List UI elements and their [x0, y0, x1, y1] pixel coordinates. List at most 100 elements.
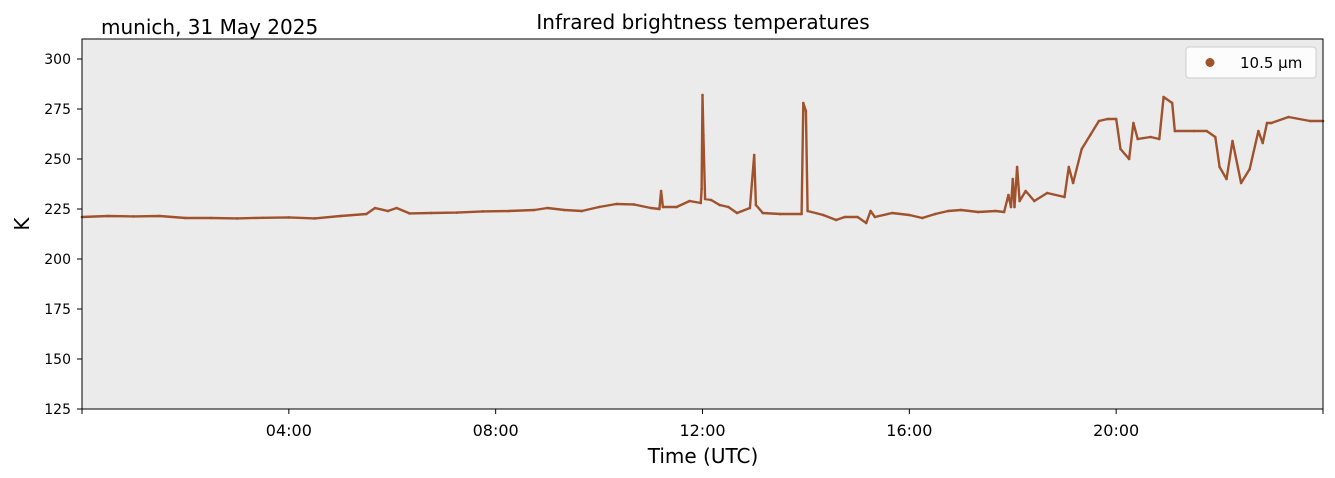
- y-tick-label: 150: [44, 352, 71, 368]
- x-tick-label: 08:00: [473, 421, 519, 440]
- data-point: [761, 211, 765, 215]
- data-point: [699, 201, 703, 205]
- data-point: [933, 212, 937, 216]
- data-point: [688, 199, 691, 203]
- data-point: [821, 213, 825, 217]
- data-point: [481, 210, 485, 213]
- data-point: [1033, 199, 1036, 203]
- y-tick-label: 275: [44, 102, 71, 118]
- data-point: [1063, 195, 1066, 199]
- data-point: [702, 133, 705, 137]
- x-tick-label: 04:00: [266, 421, 312, 440]
- data-point: [1287, 115, 1290, 119]
- data-point: [703, 197, 707, 201]
- data-point: [235, 217, 239, 220]
- data-point: [455, 211, 459, 214]
- data-point: [754, 203, 758, 207]
- data-point: [1002, 210, 1006, 214]
- data-point: [748, 206, 752, 210]
- data-point: [946, 209, 950, 213]
- data-point: [365, 212, 368, 216]
- data-point: [800, 212, 803, 216]
- data-point: [184, 216, 187, 220]
- data-point: [1173, 129, 1177, 133]
- data-point: [1214, 135, 1217, 139]
- data-point: [597, 205, 601, 209]
- data-point: [834, 218, 838, 222]
- data-point: [395, 206, 398, 210]
- data-point: [1239, 181, 1243, 185]
- data-point: [1009, 205, 1013, 209]
- data-point: [1007, 193, 1010, 197]
- y-tick-label: 200: [44, 252, 71, 268]
- series-10-5um: [80, 93, 1325, 225]
- axes: 125 150 175 200 225 250 275 300 04:00 08:00 12:00 1…: [44, 52, 1324, 440]
- data-point: [1013, 205, 1016, 209]
- data-point: [661, 205, 665, 209]
- data-point: [615, 202, 618, 206]
- legend-box: [1185, 46, 1317, 79]
- data-point: [735, 211, 739, 215]
- data-point: [977, 210, 980, 214]
- x-tick-label: 16:00: [886, 421, 932, 440]
- data-point: [1261, 141, 1264, 145]
- data-point: [1162, 95, 1165, 99]
- series-line: [81, 93, 1323, 225]
- data-point: [1158, 137, 1161, 141]
- data-point: [1231, 139, 1234, 143]
- plot-frame: [81, 38, 1324, 410]
- data-point: [1205, 129, 1208, 133]
- data-point: [700, 187, 703, 191]
- data-point: [908, 213, 911, 217]
- legend: 10.5 µm: [1185, 46, 1317, 79]
- data-point: [408, 212, 411, 215]
- data-point: [1136, 137, 1139, 141]
- data-point: [339, 214, 342, 218]
- data-point: [1149, 135, 1152, 139]
- data-point: [778, 212, 782, 216]
- data-point: [890, 211, 894, 215]
- data-point: [1127, 157, 1131, 161]
- data-point: [580, 209, 584, 213]
- data-point: [210, 216, 213, 220]
- data-point: [106, 214, 110, 218]
- data-point: [1257, 129, 1260, 133]
- x-axis-label: Time (UTC): [647, 444, 759, 468]
- data-point: [1192, 129, 1195, 133]
- data-point: [1308, 119, 1312, 123]
- data-point: [1011, 177, 1015, 181]
- data-point: [1018, 199, 1021, 203]
- y-tick-label: 250: [44, 152, 71, 168]
- data-point: [261, 216, 265, 220]
- data-point: [386, 209, 390, 213]
- data-point: [806, 209, 809, 213]
- data-point: [1225, 177, 1228, 181]
- data-point: [313, 217, 317, 220]
- chart-title: Infrared brightness temperatures: [536, 10, 869, 34]
- data-point: [1106, 117, 1109, 121]
- data-point: [659, 189, 663, 193]
- data-point: [802, 101, 805, 105]
- data-point: [1045, 191, 1049, 195]
- legend-marker-icon: [1205, 58, 1215, 67]
- data-point: [507, 209, 510, 213]
- data-point: [921, 216, 924, 220]
- data-point: [873, 215, 877, 219]
- data-point: [649, 206, 653, 210]
- data-point: [1270, 121, 1273, 125]
- data-point: [994, 209, 997, 213]
- data-point: [675, 205, 678, 209]
- data-point: [1218, 165, 1221, 169]
- data-point: [1067, 165, 1071, 169]
- data-point: [1097, 119, 1101, 123]
- data-point: [1071, 181, 1075, 185]
- x-tick-label: 12:00: [679, 421, 725, 440]
- data-point: [1170, 101, 1174, 105]
- data-point: [158, 214, 161, 218]
- legend-label: 10.5 µm: [1240, 54, 1302, 72]
- data-point: [1248, 167, 1251, 171]
- data-point: [1132, 121, 1135, 125]
- location-date-label: munich, 31 May 2025: [101, 15, 318, 39]
- data-point: [287, 216, 291, 219]
